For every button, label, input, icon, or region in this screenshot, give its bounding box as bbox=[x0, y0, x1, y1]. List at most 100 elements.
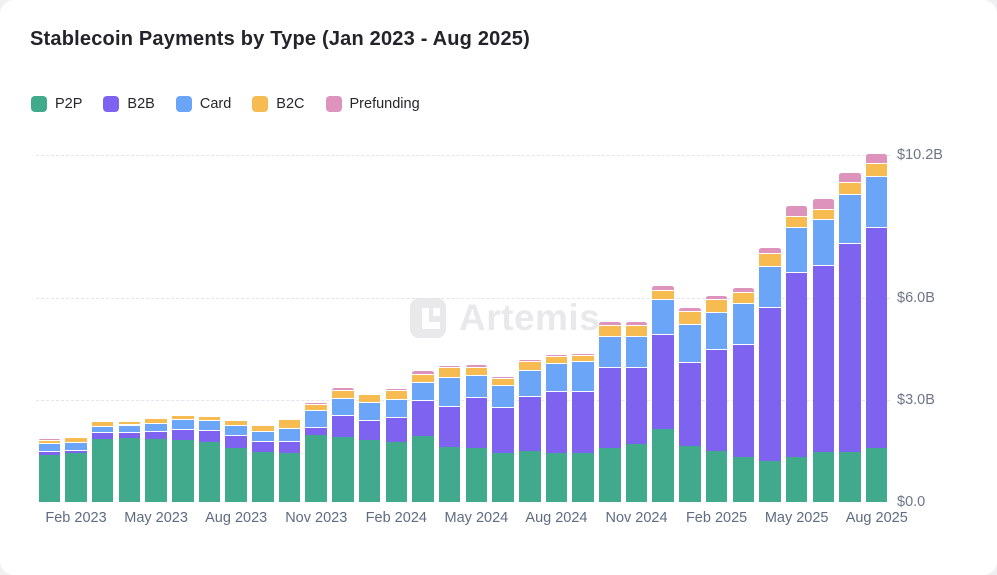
bar-segment-prefunding[interactable] bbox=[332, 387, 354, 390]
bar-segment-card[interactable] bbox=[705, 311, 728, 350]
bar-segment-prefunding[interactable] bbox=[492, 375, 514, 378]
bar-segment-b2b[interactable] bbox=[252, 440, 274, 452]
bar-segment-card[interactable] bbox=[172, 419, 194, 430]
bar-segment-b2b[interactable] bbox=[465, 396, 488, 449]
bar-segment-p2p[interactable] bbox=[465, 448, 488, 502]
bar-segment-prefunding[interactable] bbox=[759, 247, 781, 254]
bar-segment-p2p[interactable] bbox=[839, 452, 861, 502]
bar-segment-card[interactable] bbox=[865, 175, 888, 228]
bar-segment-b2c[interactable] bbox=[438, 367, 461, 377]
bar-segment-p2p[interactable] bbox=[492, 452, 514, 502]
bar-segment-b2b[interactable] bbox=[438, 406, 461, 448]
bar-segment-b2b[interactable] bbox=[759, 306, 781, 461]
bar-segment-p2p[interactable] bbox=[172, 440, 194, 502]
legend-item-p2p[interactable]: P2P bbox=[31, 96, 82, 112]
bar-aug-2025[interactable] bbox=[865, 152, 888, 502]
bar-apr-2025[interactable] bbox=[759, 247, 781, 502]
bar-segment-p2p[interactable] bbox=[865, 447, 888, 502]
bar-segment-b2c[interactable] bbox=[865, 162, 888, 176]
bar-aug-2023[interactable] bbox=[225, 419, 247, 502]
bar-segment-p2p[interactable] bbox=[812, 451, 835, 502]
bar-segment-prefunding[interactable] bbox=[198, 414, 221, 416]
bar-segment-prefunding[interactable] bbox=[679, 306, 701, 311]
bar-segment-card[interactable] bbox=[545, 363, 568, 391]
bar-segment-prefunding[interactable] bbox=[465, 363, 488, 368]
bar-segment-p2p[interactable] bbox=[652, 428, 674, 502]
bar-segment-b2c[interactable] bbox=[172, 414, 194, 420]
bar-segment-b2c[interactable] bbox=[305, 403, 327, 410]
bar-segment-b2b[interactable] bbox=[412, 400, 434, 437]
legend-item-b2b[interactable]: B2B bbox=[103, 96, 155, 112]
bar-segment-p2p[interactable] bbox=[305, 435, 327, 502]
bar-segment-card[interactable] bbox=[465, 374, 488, 397]
bar-segment-b2b[interactable] bbox=[225, 435, 247, 449]
bar-segment-p2p[interactable] bbox=[91, 439, 114, 502]
bar-segment-b2c[interactable] bbox=[812, 208, 835, 220]
bar-segment-card[interactable] bbox=[572, 361, 594, 392]
bar-segment-b2b[interactable] bbox=[385, 417, 408, 442]
bar-apr-2023[interactable] bbox=[118, 419, 141, 502]
bar-segment-card[interactable] bbox=[679, 324, 701, 362]
bar-segment-b2b[interactable] bbox=[38, 451, 61, 456]
bar-segment-card[interactable] bbox=[652, 299, 674, 335]
bar-segment-p2p[interactable] bbox=[278, 453, 301, 502]
bar-dec-2024[interactable] bbox=[652, 285, 674, 502]
bar-segment-b2b[interactable] bbox=[785, 271, 808, 458]
bar-segment-prefunding[interactable] bbox=[278, 418, 301, 420]
bar-segment-card[interactable] bbox=[332, 398, 354, 415]
bar-nov-2024[interactable] bbox=[625, 321, 648, 502]
bar-jun-2025[interactable] bbox=[812, 197, 835, 502]
bar-segment-p2p[interactable] bbox=[65, 452, 87, 502]
bar-segment-b2c[interactable] bbox=[332, 389, 354, 399]
bar-segment-prefunding[interactable] bbox=[65, 436, 87, 438]
bar-segment-b2c[interactable] bbox=[572, 355, 594, 362]
bar-segment-p2p[interactable] bbox=[679, 445, 701, 502]
bar-segment-b2c[interactable] bbox=[412, 373, 434, 382]
bar-segment-prefunding[interactable] bbox=[252, 424, 274, 426]
bar-sep-2024[interactable] bbox=[572, 352, 594, 502]
bar-apr-2024[interactable] bbox=[438, 365, 461, 502]
bar-segment-card[interactable] bbox=[145, 423, 167, 432]
bar-may-2023[interactable] bbox=[145, 417, 167, 502]
bar-segment-p2p[interactable] bbox=[545, 452, 568, 502]
bar-feb-2023[interactable] bbox=[65, 436, 87, 502]
bar-oct-2024[interactable] bbox=[599, 320, 621, 502]
bar-segment-card[interactable] bbox=[225, 425, 247, 436]
bar-segment-p2p[interactable] bbox=[225, 448, 247, 502]
bar-segment-b2b[interactable] bbox=[198, 430, 221, 442]
bar-segment-prefunding[interactable] bbox=[732, 287, 755, 292]
bar-segment-p2p[interactable] bbox=[572, 453, 594, 502]
bar-segment-p2p[interactable] bbox=[145, 439, 167, 502]
bar-segment-b2c[interactable] bbox=[785, 216, 808, 228]
bar-segment-prefunding[interactable] bbox=[812, 197, 835, 209]
bar-segment-card[interactable] bbox=[91, 425, 114, 433]
bar-jul-2024[interactable] bbox=[519, 358, 541, 502]
bar-segment-p2p[interactable] bbox=[385, 441, 408, 502]
legend-item-prefunding[interactable]: Prefunding bbox=[325, 96, 420, 112]
bar-segment-prefunding[interactable] bbox=[599, 320, 621, 325]
bar-segment-b2b[interactable] bbox=[145, 431, 167, 440]
bar-segment-b2c[interactable] bbox=[65, 437, 87, 443]
bar-segment-p2p[interactable] bbox=[599, 448, 621, 502]
bar-may-2025[interactable] bbox=[785, 205, 808, 502]
bar-segment-b2b[interactable] bbox=[599, 367, 621, 449]
bar-segment-p2p[interactable] bbox=[358, 440, 381, 502]
bar-segment-b2c[interactable] bbox=[252, 425, 274, 431]
bar-segment-card[interactable] bbox=[412, 381, 434, 400]
bar-segment-card[interactable] bbox=[385, 398, 408, 418]
bar-segment-b2c[interactable] bbox=[545, 356, 568, 364]
bar-segment-card[interactable] bbox=[198, 420, 221, 431]
bar-segment-b2c[interactable] bbox=[358, 394, 381, 402]
bar-segment-prefunding[interactable] bbox=[305, 402, 327, 404]
bar-segment-p2p[interactable] bbox=[412, 436, 434, 502]
bar-segment-b2c[interactable] bbox=[118, 420, 141, 425]
bar-segment-b2c[interactable] bbox=[759, 253, 781, 267]
bar-segment-b2b[interactable] bbox=[519, 395, 541, 451]
bar-segment-card[interactable] bbox=[625, 336, 648, 368]
bar-segment-b2b[interactable] bbox=[358, 420, 381, 441]
bar-segment-card[interactable] bbox=[599, 335, 621, 368]
bar-segment-card[interactable] bbox=[252, 430, 274, 441]
bar-segment-b2b[interactable] bbox=[839, 242, 861, 453]
bar-segment-b2b[interactable] bbox=[679, 361, 701, 446]
bar-mar-2023[interactable] bbox=[91, 420, 114, 502]
